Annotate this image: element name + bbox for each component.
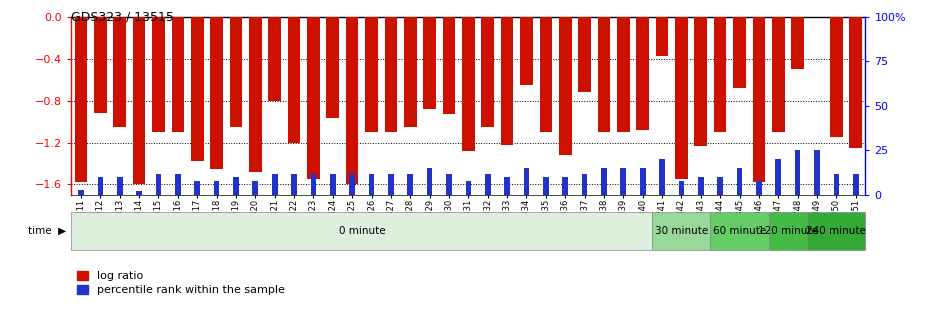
Bar bbox=[733, 17, 746, 88]
Bar bbox=[365, 17, 378, 132]
Bar bbox=[814, 151, 820, 195]
Bar bbox=[694, 17, 708, 145]
Bar bbox=[268, 17, 281, 100]
Bar bbox=[601, 168, 607, 195]
Text: GDS323 / 13515: GDS323 / 13515 bbox=[71, 10, 174, 23]
Bar bbox=[830, 17, 843, 137]
Bar bbox=[210, 17, 223, 169]
Bar bbox=[559, 17, 572, 155]
Bar bbox=[117, 177, 123, 195]
Bar bbox=[659, 159, 665, 195]
Bar bbox=[330, 173, 336, 195]
Bar bbox=[597, 17, 611, 132]
Bar bbox=[94, 17, 107, 113]
Text: 30 minute: 30 minute bbox=[655, 226, 708, 236]
Bar bbox=[466, 181, 471, 195]
Bar bbox=[75, 17, 87, 182]
Bar bbox=[249, 17, 262, 172]
Bar bbox=[113, 17, 126, 127]
Bar bbox=[481, 17, 494, 127]
Bar bbox=[539, 17, 553, 132]
Bar bbox=[501, 17, 514, 144]
Bar bbox=[291, 173, 297, 195]
Bar bbox=[423, 17, 436, 109]
Bar bbox=[679, 181, 685, 195]
Text: time  ▶: time ▶ bbox=[29, 226, 67, 236]
Bar bbox=[214, 181, 220, 195]
Text: 240 minute: 240 minute bbox=[806, 226, 866, 236]
Bar bbox=[810, 15, 824, 17]
Bar bbox=[136, 191, 142, 195]
Bar bbox=[752, 17, 766, 182]
Bar bbox=[175, 173, 181, 195]
Bar bbox=[640, 168, 646, 195]
Bar bbox=[133, 17, 146, 184]
Bar bbox=[407, 173, 413, 195]
Bar bbox=[369, 173, 375, 195]
Bar bbox=[656, 17, 669, 55]
Bar bbox=[384, 17, 398, 132]
Bar bbox=[462, 17, 475, 151]
Bar bbox=[272, 173, 278, 195]
Bar bbox=[582, 173, 588, 195]
Bar bbox=[756, 181, 762, 195]
Bar bbox=[504, 177, 510, 195]
FancyBboxPatch shape bbox=[710, 212, 768, 250]
Bar bbox=[194, 181, 200, 195]
Bar bbox=[675, 17, 688, 179]
Bar bbox=[636, 17, 649, 130]
Bar bbox=[388, 173, 394, 195]
Bar bbox=[795, 151, 801, 195]
Bar bbox=[288, 17, 301, 142]
Bar bbox=[717, 177, 723, 195]
FancyBboxPatch shape bbox=[652, 212, 710, 250]
Bar bbox=[485, 173, 491, 195]
Bar bbox=[562, 177, 568, 195]
Bar bbox=[543, 177, 549, 195]
Bar bbox=[326, 17, 340, 118]
Bar bbox=[78, 190, 84, 195]
Bar bbox=[849, 17, 862, 148]
Bar bbox=[524, 168, 530, 195]
FancyBboxPatch shape bbox=[768, 212, 807, 250]
Text: 0 minute: 0 minute bbox=[339, 226, 385, 236]
Bar bbox=[404, 17, 417, 127]
Bar bbox=[346, 17, 359, 184]
Bar bbox=[233, 177, 239, 195]
Bar bbox=[772, 17, 785, 132]
Text: 120 minute: 120 minute bbox=[758, 226, 818, 236]
Bar bbox=[443, 17, 456, 114]
Bar bbox=[578, 17, 591, 92]
Bar bbox=[714, 17, 727, 132]
Text: 60 minute: 60 minute bbox=[713, 226, 767, 236]
Bar bbox=[191, 17, 204, 161]
Bar bbox=[98, 177, 104, 195]
Bar bbox=[446, 173, 452, 195]
Legend: log ratio, percentile rank within the sample: log ratio, percentile rank within the sa… bbox=[77, 271, 284, 295]
FancyBboxPatch shape bbox=[71, 212, 652, 250]
Bar bbox=[791, 17, 804, 69]
Bar bbox=[171, 17, 184, 132]
Bar bbox=[349, 173, 355, 195]
Bar bbox=[853, 173, 859, 195]
Bar bbox=[620, 168, 626, 195]
Bar bbox=[833, 173, 839, 195]
Bar bbox=[520, 17, 533, 85]
Bar bbox=[775, 159, 781, 195]
Bar bbox=[307, 17, 320, 179]
FancyBboxPatch shape bbox=[807, 212, 865, 250]
Bar bbox=[229, 17, 243, 127]
Bar bbox=[698, 177, 704, 195]
Bar bbox=[617, 17, 630, 132]
Bar bbox=[737, 168, 743, 195]
Bar bbox=[156, 173, 162, 195]
Bar bbox=[427, 168, 433, 195]
Bar bbox=[311, 173, 317, 195]
Bar bbox=[252, 181, 258, 195]
Bar bbox=[152, 17, 165, 132]
